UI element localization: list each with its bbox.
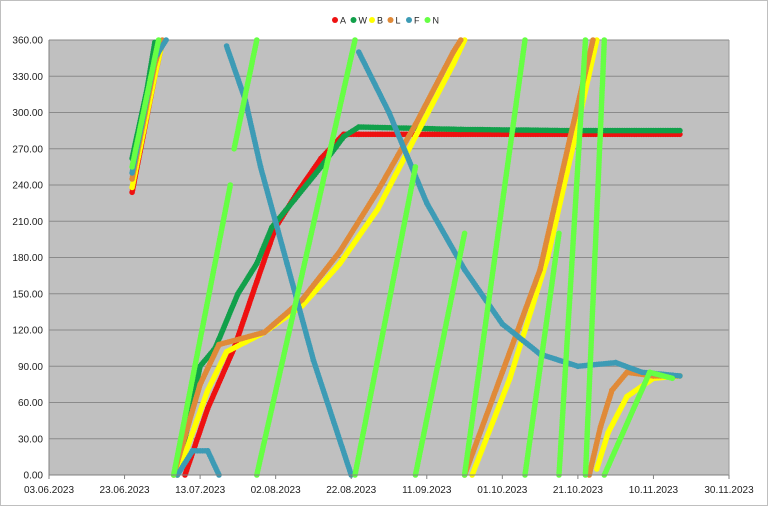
legend-marker <box>350 17 357 23</box>
legend-marker <box>369 17 375 23</box>
data-point <box>582 37 589 43</box>
legend-label: W <box>359 16 368 26</box>
x-tick-label: 22.08.2023 <box>326 485 376 496</box>
y-tick-label: 120.00 <box>12 326 43 337</box>
y-tick-label: 30.00 <box>18 434 43 445</box>
legend-entry: L <box>387 16 401 26</box>
data-point <box>677 373 683 379</box>
legend-entry: F <box>406 16 420 26</box>
y-tick-label: 330.00 <box>12 72 43 83</box>
legend-marker <box>406 17 412 23</box>
y-tick-label: 360.00 <box>12 36 43 47</box>
data-point <box>590 37 596 43</box>
legend-marker <box>387 17 394 23</box>
y-tick-label: 270.00 <box>12 144 43 155</box>
data-point <box>155 37 162 43</box>
legend-marker <box>424 17 431 23</box>
data-point <box>227 182 234 188</box>
x-tick-label: 11.09.2023 <box>402 485 452 496</box>
x-axis-tick-labels: 03.06.2023 23.06.2023 13.07.2023 02.08.2023… <box>24 485 754 496</box>
y-tick-label: 210.00 <box>12 217 43 228</box>
data-point <box>461 230 468 237</box>
data-point <box>677 127 683 134</box>
series-F <box>129 37 683 478</box>
legend-entry: A <box>332 16 346 26</box>
legend-entry: N <box>424 16 440 26</box>
x-tick-label: 13.07.2023 <box>175 485 225 496</box>
axes <box>48 40 730 479</box>
legend-label: F <box>414 16 420 26</box>
data-point <box>163 37 169 43</box>
x-tick-label: 02.08.2023 <box>251 485 301 496</box>
data-point <box>254 37 260 43</box>
legend-label: L <box>396 16 401 26</box>
legend-entry: W <box>350 16 368 26</box>
legend-label: A <box>340 16 346 26</box>
series-N <box>129 37 676 478</box>
legend-label: N <box>433 16 440 26</box>
x-tick-label: 21.10.2023 <box>553 485 603 496</box>
legend-label: B <box>377 16 383 26</box>
data-point <box>522 37 528 43</box>
x-tick-label: 01.10.2023 <box>477 485 527 496</box>
legend-marker <box>332 17 338 23</box>
y-tick-label: 60.00 <box>18 398 43 409</box>
y-axis-tick-labels: 0.00 30.00 60.00 90.00 120.00 150.00 180.00 210… <box>12 36 43 482</box>
data-point <box>352 37 358 43</box>
y-tick-label: 150.00 <box>12 289 43 300</box>
data-point <box>458 37 464 43</box>
legend-entry: B <box>369 16 383 26</box>
x-tick-label: 30.11.2023 <box>704 485 754 496</box>
y-tick-label: 240.00 <box>12 181 43 192</box>
data-point <box>412 164 419 170</box>
y-tick-label: 180.00 <box>12 253 43 264</box>
y-tick-label: 0.00 <box>24 471 44 482</box>
x-tick-label: 10.11.2023 <box>629 485 679 496</box>
y-tick-label: 90.00 <box>18 362 43 373</box>
series-layer <box>129 37 683 478</box>
x-tick-label: 23.06.2023 <box>100 485 150 496</box>
y-tick-label: 300.00 <box>12 108 43 119</box>
data-point <box>669 375 676 382</box>
x-tick-label: 03.06.2023 <box>24 485 74 496</box>
data-point <box>601 37 608 43</box>
data-point <box>556 230 562 237</box>
